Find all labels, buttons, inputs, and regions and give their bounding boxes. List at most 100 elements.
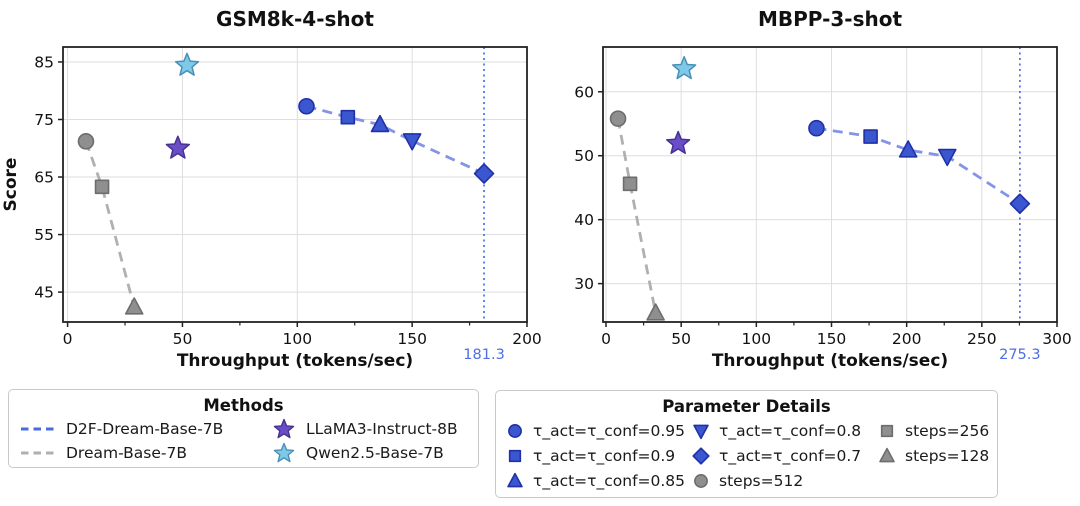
y-tick-label: 30 — [574, 275, 594, 293]
gray-circle-swatch — [694, 473, 708, 488]
Dream-Base-7B-marker-circle — [77, 133, 95, 150]
x-tick-label: 100 — [283, 330, 313, 348]
x-tick-label: 0 — [601, 330, 611, 348]
Dream-Base-7B-marker-square — [94, 179, 110, 195]
purple-star-swatch — [273, 418, 295, 439]
x-tick-label: 200 — [892, 330, 922, 348]
D2F-Dream-Base-7B-marker-circle — [298, 97, 315, 115]
blue-triangle-down-swatch — [693, 424, 709, 439]
D2F-Dream-Base-7B-marker-square — [863, 129, 878, 144]
D2F-Dream-Base-7B-marker-diamond — [473, 163, 495, 184]
params-legend-item: τ_act=τ_conf=0.85 — [506, 468, 692, 493]
parameter-details-legend: Parameter Details τ_act=τ_conf=0.95 τ_act… — [495, 390, 998, 498]
x-tick-label: 50 — [173, 330, 193, 348]
methods-legend: Methods D2F-Dream-Base-7B Dream-Base-7B LL… — [8, 389, 479, 468]
y-tick-label: 55 — [34, 226, 54, 244]
gray-dashes-swatch — [21, 451, 55, 455]
plot-border — [62, 46, 528, 323]
params-legend-item: τ_act=τ_conf=0.7 — [692, 443, 878, 468]
y-tick-label: 60 — [574, 83, 594, 101]
params-legend-item: steps=128 — [878, 443, 989, 468]
chart-title: GSM8k-4-shot — [216, 7, 374, 31]
y-axis-label: Score — [1, 158, 21, 212]
gray-triangle-up-swatch — [879, 447, 895, 462]
vline-annotation: 275.3 — [999, 347, 1041, 363]
gray-square-swatch-icon — [880, 424, 894, 437]
vline-annotation: 181.3 — [463, 347, 505, 363]
gray-square-swatch — [880, 424, 894, 437]
x-tick-label: 200 — [512, 330, 542, 348]
blue-dashes-swatch — [21, 427, 55, 431]
x-tick-label: 250 — [967, 330, 997, 348]
blue-triangle-up-swatch — [507, 472, 523, 487]
x-tick-label: 100 — [742, 330, 772, 348]
y-tick-label: 50 — [574, 147, 594, 165]
params-legend-item: τ_act=τ_conf=0.95 — [506, 418, 692, 443]
params-legend-item: τ_act=τ_conf=0.9 — [506, 443, 692, 468]
blue-triangle-up-swatch-icon — [507, 472, 523, 487]
x-tick-label: 150 — [397, 330, 427, 348]
methods-legend-label: Dream-Base-7B — [66, 444, 187, 462]
series-line — [816, 126, 1021, 205]
cyan-star-swatch — [273, 442, 295, 463]
blue-square-swatch-icon — [508, 449, 522, 462]
parameter-details-legend-items: τ_act=τ_conf=0.95 τ_act=τ_conf=0.9 τ_act=τ… — [506, 418, 989, 493]
x-tick-label: 50 — [671, 330, 691, 348]
methods-legend-items: D2F-Dream-Base-7B Dream-Base-7B LLaMA3-Ins… — [19, 417, 468, 465]
gsm8k-chart: 181.3 0 50 100 150 200 45 55 65 75 85 GSM8k-4-shot T… — [1, 7, 542, 371]
y-tick-label: 75 — [34, 111, 54, 129]
blue-circle-swatch — [508, 423, 522, 438]
cyan-star-swatch-icon — [273, 442, 295, 463]
series-line — [84, 140, 136, 308]
D2F-Dream-Base-7B-marker-triangle-up — [898, 140, 918, 158]
D2F-Dream-Base-7B-marker-triangle-down — [402, 133, 422, 151]
y-tick-label: 45 — [34, 284, 54, 302]
D2F-Dream-Base-7B-marker-circle — [808, 119, 825, 137]
methods-legend-item: Dream-Base-7B — [19, 441, 271, 465]
methods-legend-item: Qwen2.5-Base-7B — [271, 441, 468, 465]
methods-legend-title: Methods — [203, 396, 284, 415]
params-legend-label: steps=512 — [719, 471, 804, 490]
x-tick-label: 150 — [817, 330, 847, 348]
gray-triangle-up-swatch-icon — [879, 447, 895, 462]
methods-legend-item: D2F-Dream-Base-7B — [19, 417, 271, 441]
gray-circle-swatch-icon — [694, 473, 708, 488]
purple-star-swatch-icon — [273, 418, 295, 439]
x-tick-label: 0 — [63, 330, 73, 348]
y-tick-label: 40 — [574, 211, 594, 229]
params-legend-label: τ_act=τ_conf=0.9 — [533, 446, 676, 465]
params-legend-item: τ_act=τ_conf=0.8 — [692, 418, 878, 443]
plot-border — [602, 46, 1058, 323]
D2F-Dream-Base-7B-marker-square — [340, 109, 356, 125]
params-legend-item: steps=512 — [692, 468, 878, 493]
chart-title: MBPP-3-shot — [758, 7, 903, 31]
params-legend-label: steps=128 — [905, 446, 990, 465]
x-axis-label: Throughput (tokens/sec) — [177, 351, 413, 371]
parameter-details-legend-title: Parameter Details — [662, 397, 831, 416]
LLaMA3-Instruct-8B-marker-star — [165, 135, 191, 159]
x-tick-label: 300 — [1042, 330, 1072, 348]
blue-circle-swatch-icon — [508, 423, 522, 438]
params-legend-label: τ_act=τ_conf=0.8 — [719, 421, 862, 440]
D2F-Dream-Base-7B-marker-diamond — [1009, 193, 1031, 214]
y-tick-label: 65 — [34, 169, 54, 187]
methods-legend-label: D2F-Dream-Base-7B — [66, 420, 224, 438]
params-legend-label: steps=256 — [905, 421, 990, 440]
methods-legend-label: LLaMA3-Instruct-8B — [306, 420, 458, 438]
Dream-Base-7B-marker-triangle-up — [646, 303, 665, 321]
Qwen2.5-Base-7B-marker-star — [672, 55, 697, 80]
params-legend-label: τ_act=τ_conf=0.7 — [719, 446, 862, 465]
D2F-Dream-Base-7B-marker-triangle-up — [370, 114, 390, 133]
params-legend-label: τ_act=τ_conf=0.95 — [533, 421, 686, 440]
blue-diamond-swatch — [692, 446, 710, 465]
x-axis-label: Throughput (tokens/sec) — [712, 351, 948, 371]
params-legend-item: steps=256 — [878, 418, 989, 443]
series-line — [306, 104, 485, 175]
blue-square-swatch — [508, 449, 522, 462]
methods-legend-item: LLaMA3-Instruct-8B — [271, 417, 468, 441]
params-legend-label: τ_act=τ_conf=0.85 — [533, 471, 686, 490]
Dream-Base-7B-marker-triangle-up — [124, 297, 144, 315]
Dream-Base-7B-marker-circle — [609, 110, 627, 127]
D2F-Dream-Base-7B-marker-triangle-down — [937, 148, 957, 167]
